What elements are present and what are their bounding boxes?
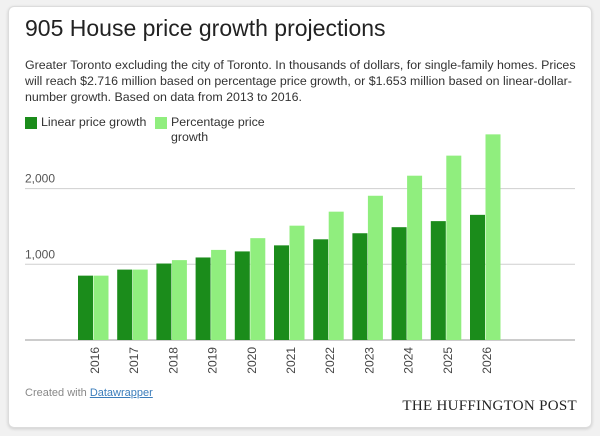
bar-percentage-2023	[367, 195, 383, 340]
legend-swatch-percentage	[155, 117, 167, 129]
x-tick-label-2020: 2020	[245, 347, 259, 374]
publisher-logo: THE HUFFINGTON POST	[402, 398, 577, 414]
legend-swatch-linear	[25, 117, 37, 129]
x-tick-label-2024: 2024	[402, 347, 416, 374]
legend-label-percentage: Percentage price growth	[171, 115, 265, 144]
x-tick-label-2016: 2016	[88, 347, 102, 374]
bar-percentage-2020	[250, 238, 266, 340]
page-title: 905 House price growth projections	[25, 15, 386, 41]
x-tick-label-2025: 2025	[441, 347, 455, 374]
bar-linear-2025	[430, 221, 446, 340]
x-tick-label-2026: 2026	[480, 347, 494, 374]
bar-chart: 1,000 2,000 2016 2017 2018 2019 2020 2021 2022 20…	[25, 134, 575, 374]
footer-credit: Created with Datawrapper	[25, 387, 153, 399]
bar-linear-2018	[156, 263, 172, 340]
bar-linear-2023	[352, 233, 368, 340]
y-tick-label-1000: 1,000	[25, 247, 55, 261]
y-tick-label-2000: 2,000	[25, 172, 55, 186]
x-tick-label-2019: 2019	[206, 347, 220, 374]
legend-item-linear: Linear price growth	[25, 115, 146, 130]
bar-linear-2020	[234, 251, 250, 340]
x-tick-label-2021: 2021	[284, 347, 298, 374]
bar-linear-2016	[78, 275, 93, 340]
legend-item-percentage: Percentage price growth	[155, 115, 271, 145]
bar-linear-2024	[391, 227, 407, 340]
x-tick-label-2017: 2017	[127, 347, 141, 374]
x-tick-label-2022: 2022	[323, 347, 337, 374]
bar-percentage-2016	[93, 275, 109, 340]
datawrapper-link[interactable]: Datawrapper	[89, 387, 153, 399]
credit-prefix: Created with	[25, 387, 90, 399]
x-tick-label-2018: 2018	[166, 347, 180, 374]
bar-percentage-2026	[485, 134, 501, 340]
bar-percentage-2022	[328, 211, 344, 340]
chart-card: 905 House price growth projections Great…	[8, 6, 592, 428]
bar-percentage-2021	[289, 225, 305, 340]
bar-linear-2017	[117, 269, 133, 340]
bar-percentage-2024	[407, 175, 423, 340]
bar-linear-2026	[470, 214, 485, 340]
bar-linear-2022	[313, 239, 329, 340]
bar-linear-2021	[274, 245, 289, 340]
bar-percentage-2017	[132, 269, 148, 340]
bar-linear-2019	[195, 257, 211, 340]
bar-percentage-2018	[171, 260, 187, 340]
bar-percentage-2019	[211, 249, 227, 340]
bar-percentage-2025	[446, 155, 462, 340]
x-tick-label-2023: 2023	[362, 347, 376, 374]
chart-subtitle: Greater Toronto excluding the city of To…	[25, 58, 576, 104]
legend-label-linear: Linear price growth	[41, 115, 147, 129]
